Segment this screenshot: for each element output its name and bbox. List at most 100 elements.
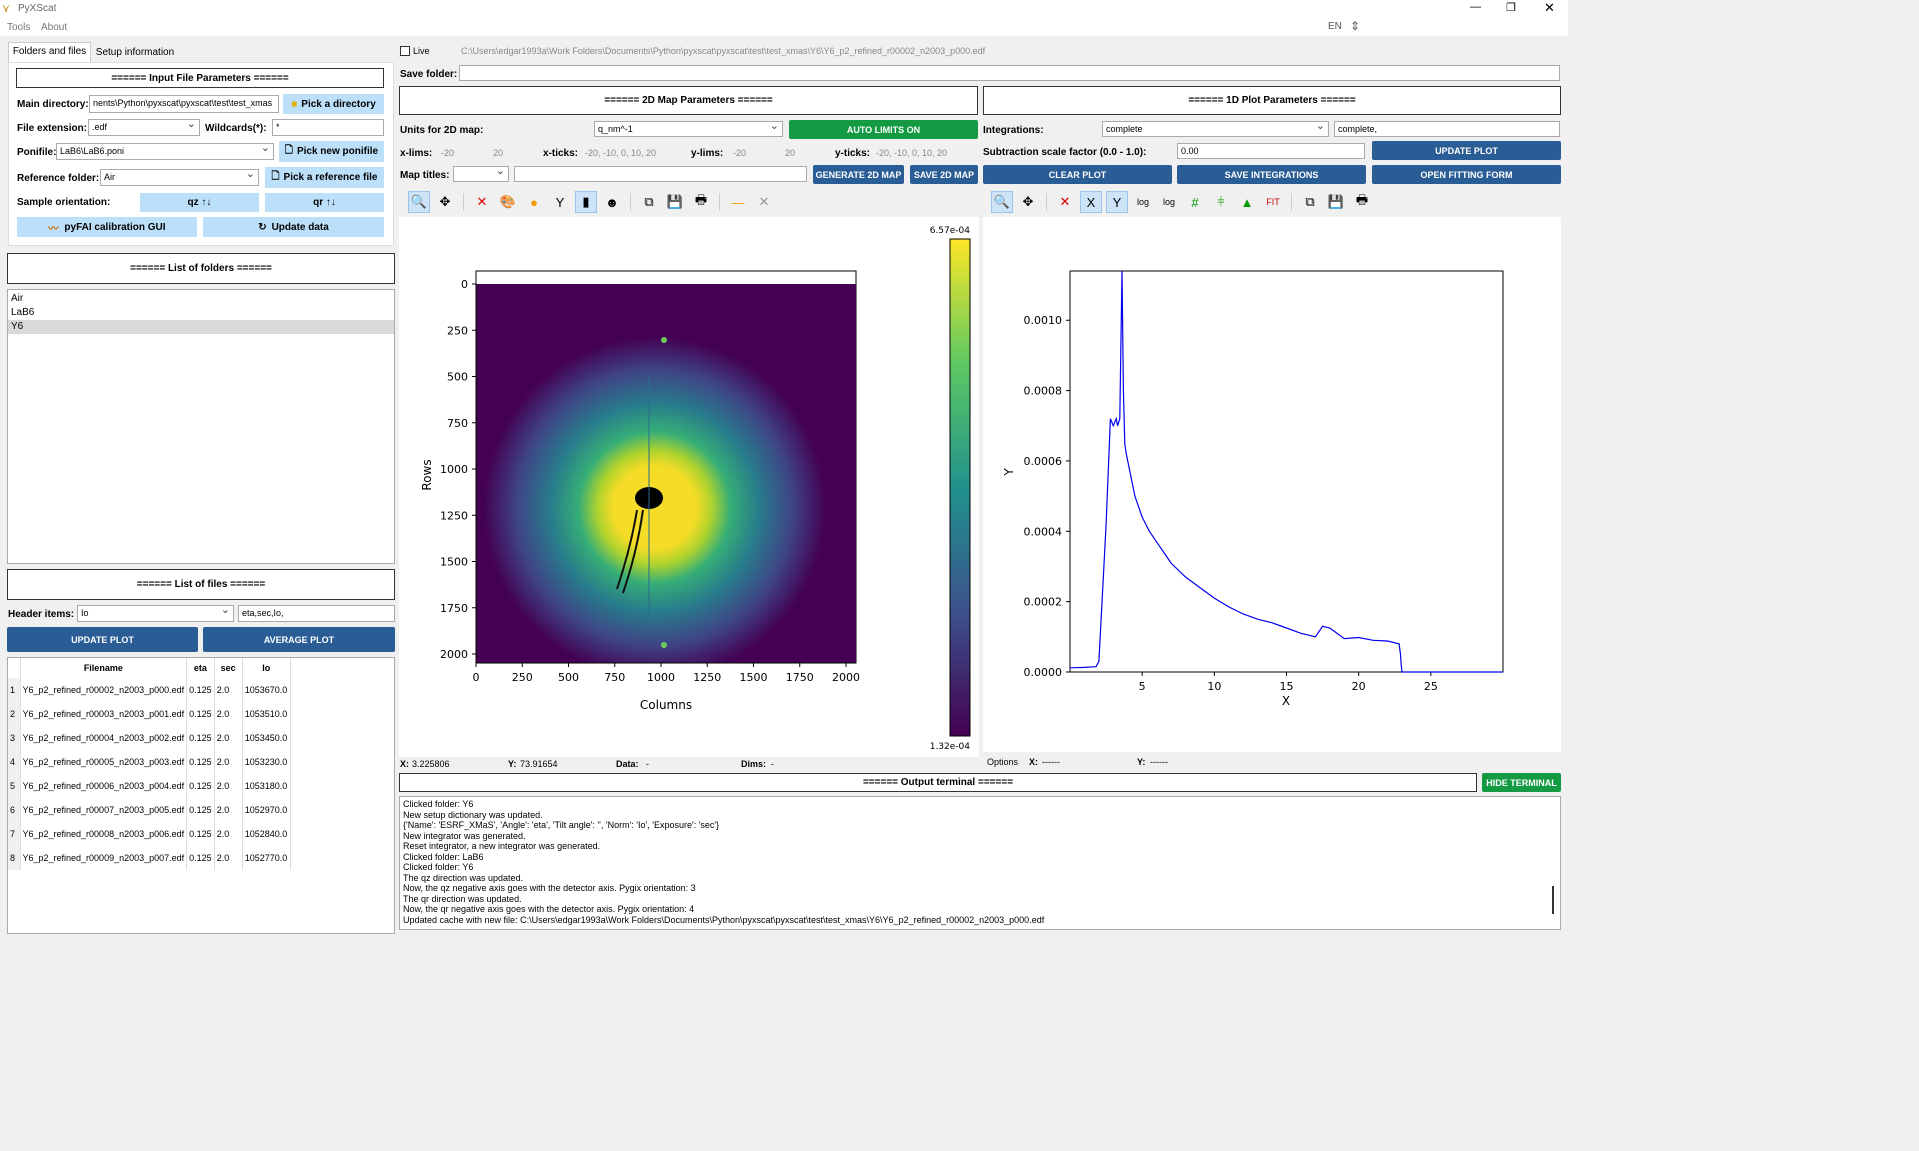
reset-zoom-icon[interactable]: ✕ <box>476 194 488 209</box>
clear-plot-button[interactable]: CLEAR PLOT <box>983 165 1172 184</box>
table-row[interactable]: 4 Y6_p2_refined_r00005_n2003_p003.edf 0.12… <box>8 750 291 774</box>
cell-eta[interactable]: 0.125 <box>186 726 215 750</box>
cell-filename[interactable]: Y6_p2_refined_r00004_n2003_p002.edf <box>20 726 188 750</box>
save-icon[interactable]: 💾 <box>1327 194 1345 209</box>
y-autoscale-icon[interactable]: Y <box>1106 191 1128 213</box>
language-label[interactable]: EN <box>1328 21 1342 32</box>
cell-sec[interactable]: 2.0 <box>214 678 243 702</box>
cell-io[interactable]: 1053670.0 <box>242 678 291 702</box>
row-number[interactable]: 8 <box>8 846 21 870</box>
table-row[interactable]: 6 Y6_p2_refined_r00007_n2003_p005.edf 0.12… <box>8 798 291 822</box>
header-items-select[interactable]: Io <box>77 605 234 622</box>
cell-io[interactable]: 1053510.0 <box>242 702 291 726</box>
ylim-max[interactable]: 20 <box>785 148 796 158</box>
auto-limits-button[interactable]: AUTO LIMITS ON <box>789 120 978 139</box>
pyfai-calibration-button[interactable]: 〰 pyFAI calibration GUI <box>17 217 197 237</box>
cell-eta[interactable]: 0.125 <box>186 774 215 798</box>
qz-button[interactable]: qz ↑↓ <box>140 193 259 212</box>
plot1d-canvas[interactable]: 5 10 15 20 25 0.0000 0.0002 0.0004 0.0006 0.0008… <box>983 217 1561 752</box>
generate-2d-map-button[interactable]: GENERATE 2D MAP <box>813 165 904 184</box>
maximize-icon[interactable]: ❐ <box>1506 2 1516 14</box>
cell-filename[interactable]: Y6_p2_refined_r00002_n2003_p000.edf <box>20 678 188 702</box>
print-icon[interactable]: 🖶 <box>694 192 708 207</box>
cell-sec[interactable]: 2.0 <box>214 822 243 846</box>
curve-style-icon[interactable]: ⫩ <box>1217 194 1225 209</box>
reference-folder-select[interactable]: Air <box>100 169 259 186</box>
open-fitting-form-button[interactable]: OPEN FITTING FORM <box>1372 165 1561 184</box>
column-eta[interactable]: eta <box>186 658 215 678</box>
pick-reference-button[interactable]: 🗋 Pick a reference file <box>265 167 384 188</box>
save-icon[interactable]: 💾 <box>666 194 684 209</box>
save-folder-input[interactable] <box>459 65 1560 81</box>
print-icon[interactable]: 🖶 <box>1355 192 1369 207</box>
ylim-min[interactable]: -20 <box>733 148 747 158</box>
cell-filename[interactable]: Y6_p2_refined_r00008_n2003_p006.edf <box>20 822 188 846</box>
pan-icon[interactable]: ✥ <box>1022 194 1034 209</box>
folder-item-lab6[interactable]: LaB6 <box>11 307 35 318</box>
grid-icon[interactable]: # <box>1191 194 1199 210</box>
cell-eta[interactable]: 0.125 <box>186 822 215 846</box>
cell-filename[interactable]: Y6_p2_refined_r00009_n2003_p007.edf <box>20 846 188 870</box>
tab-setup-information[interactable]: Setup information <box>95 47 175 58</box>
x-log-icon[interactable]: log <box>1136 197 1149 207</box>
profile-icon[interactable]: ☻ <box>605 194 619 210</box>
cell-eta[interactable]: 0.125 <box>186 678 215 702</box>
cell-sec[interactable]: 2.0 <box>214 774 243 798</box>
line-style-icon[interactable]: — <box>731 194 745 210</box>
cell-sec[interactable]: 2.0 <box>214 846 243 870</box>
cell-eta[interactable]: 0.125 <box>186 702 215 726</box>
tab-folders-and-files[interactable]: Folders and files <box>8 42 91 62</box>
pick-ponifile-button[interactable]: 🗋 Pick new ponifile <box>279 141 384 162</box>
row-number[interactable]: 5 <box>8 774 21 798</box>
menu-tools[interactable]: Tools <box>7 22 31 33</box>
cell-io[interactable]: 1053230.0 <box>242 750 291 774</box>
cell-sec[interactable]: 2.0 <box>214 750 243 774</box>
table-row[interactable]: 1 Y6_p2_refined_r00002_n2003_p000.edf 0.12… <box>8 678 291 702</box>
map-titles-select[interactable] <box>453 166 509 182</box>
wildcards-input[interactable]: * <box>272 119 384 136</box>
table-row[interactable]: 3 Y6_p2_refined_r00004_n2003_p002.edf 0.12… <box>8 726 291 750</box>
file-extension-select[interactable]: .edf <box>88 119 200 136</box>
column-sec[interactable]: sec <box>214 658 243 678</box>
mask-icon[interactable]: ● <box>530 194 538 210</box>
minimize-icon[interactable]: — <box>1470 1 1481 13</box>
yticks-input[interactable]: -20, -10, 0, 10, 20 <box>876 148 948 158</box>
xticks-input[interactable]: -20, -10, 0, 10, 20 <box>585 148 657 158</box>
save-2d-map-button[interactable]: SAVE 2D MAP <box>910 165 978 184</box>
xlim-max[interactable]: 20 <box>493 148 504 158</box>
colormap-icon[interactable]: 🎨 <box>499 194 517 209</box>
fit-icon[interactable]: FIT <box>1266 197 1280 207</box>
row-number[interactable]: 1 <box>8 678 21 702</box>
main-directory-input[interactable]: nents\Python\pyxscat\pyxscat\test\test_x… <box>89 95 279 113</box>
folder-item-y6[interactable]: Y6 <box>8 320 394 334</box>
integrations-input[interactable]: complete, <box>1334 121 1560 137</box>
live-checkbox[interactable] <box>400 46 410 56</box>
map-titles-input[interactable] <box>514 166 807 182</box>
cell-io[interactable]: 1052970.0 <box>242 798 291 822</box>
row-number[interactable]: 4 <box>8 750 21 774</box>
row-number[interactable]: 6 <box>8 798 21 822</box>
header-items-input[interactable]: eta,sec,Io, <box>238 605 395 622</box>
cell-io[interactable]: 1053450.0 <box>242 726 291 750</box>
table-row[interactable]: 2 Y6_p2_refined_r00003_n2003_p001.edf 0.12… <box>8 702 291 726</box>
xlim-min[interactable]: -20 <box>441 148 455 158</box>
menu-about[interactable]: About <box>41 22 68 33</box>
cell-filename[interactable]: Y6_p2_refined_r00005_n2003_p003.edf <box>20 750 188 774</box>
pan-icon[interactable]: ✥ <box>439 194 451 209</box>
terminal-scrollbar[interactable] <box>1552 886 1554 914</box>
cell-sec[interactable]: 2.0 <box>214 798 243 822</box>
cell-eta[interactable]: 0.125 <box>186 798 215 822</box>
close-icon[interactable]: ✕ <box>1544 0 1555 15</box>
zoom-icon[interactable]: 🔍 <box>991 191 1013 213</box>
colorbar-icon[interactable]: ▮ <box>575 191 597 213</box>
cell-sec[interactable]: 2.0 <box>214 702 243 726</box>
update-plot-files-button[interactable]: UPDATE PLOT <box>7 627 198 652</box>
save-integrations-button[interactable]: SAVE INTEGRATIONS <box>1177 165 1366 184</box>
row-number[interactable]: 7 <box>8 822 21 846</box>
average-plot-button[interactable]: AVERAGE PLOT <box>203 627 395 652</box>
hide-terminal-button[interactable]: HIDE TERMINAL <box>1482 773 1561 792</box>
pick-directory-button[interactable]: ■ Pick a directory <box>283 94 384 114</box>
update-plot-1d-button[interactable]: UPDATE PLOT <box>1372 141 1561 160</box>
ponifile-select[interactable]: LaB6\LaB6.poni <box>56 143 274 160</box>
row-number[interactable]: 3 <box>8 726 21 750</box>
